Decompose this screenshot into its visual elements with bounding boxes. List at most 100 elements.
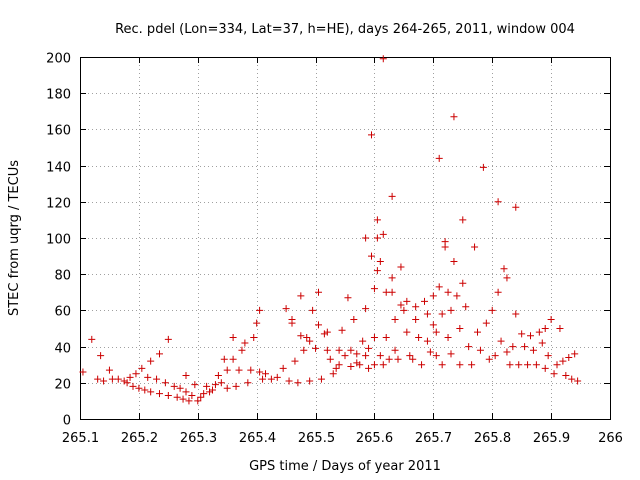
data-point (138, 364, 146, 372)
data-point (544, 352, 552, 360)
data-point (488, 306, 496, 314)
data-point (288, 319, 296, 327)
data-point (388, 288, 396, 296)
data-point (267, 375, 275, 383)
data-point (397, 263, 405, 271)
data-point (285, 377, 293, 385)
data-point (347, 346, 355, 354)
data-point (412, 303, 420, 311)
data-point (465, 343, 473, 351)
x-tick-label: 265.4 (239, 431, 276, 446)
data-point (365, 364, 373, 372)
data-point (220, 355, 228, 363)
data-point (362, 234, 370, 242)
data-point (382, 288, 390, 296)
grid-lines (80, 57, 610, 419)
data-point (379, 55, 387, 63)
data-point (459, 216, 467, 224)
data-point (550, 370, 558, 378)
data-point (214, 372, 222, 380)
data-point (114, 375, 122, 383)
data-point (144, 373, 152, 381)
x-axis-title: GPS time / Days of year 2011 (249, 459, 441, 474)
data-point (97, 352, 105, 360)
data-point (353, 359, 361, 367)
data-point (323, 328, 331, 336)
data-point (482, 319, 490, 327)
data-point (126, 373, 134, 381)
data-point (400, 306, 408, 314)
y-tick-label: 0 (63, 414, 71, 429)
data-point (362, 305, 370, 313)
data-point (547, 315, 555, 323)
data-point (100, 377, 108, 385)
data-point (135, 384, 143, 392)
data-point (447, 306, 455, 314)
data-point (232, 382, 240, 390)
data-point (206, 388, 214, 396)
data-point (182, 372, 190, 380)
data-point (156, 350, 163, 358)
data-point (456, 325, 464, 332)
data-point (164, 391, 172, 399)
data-point (191, 381, 199, 389)
data-point (164, 335, 172, 343)
data-point (438, 361, 446, 369)
data-point (370, 285, 378, 293)
data-point (244, 379, 252, 387)
x-tick-label: 265.1 (62, 431, 99, 446)
data-point (282, 305, 290, 313)
data-point (170, 382, 178, 390)
data-point (188, 391, 196, 399)
data-point (385, 355, 393, 363)
data-point (391, 346, 399, 354)
data-point (435, 283, 443, 291)
data-point (379, 361, 387, 369)
data-point (382, 334, 390, 342)
data-point (515, 361, 523, 369)
plot-frame (80, 57, 611, 420)
data-point (538, 339, 546, 347)
data-point (403, 297, 411, 305)
y-tick-label: 20 (54, 378, 71, 393)
x-tick-label: 265.7 (415, 431, 452, 446)
data-point (462, 303, 470, 311)
y-tick-label: 120 (46, 197, 71, 212)
data-point (476, 346, 484, 354)
data-point (223, 384, 231, 392)
data-point (350, 315, 358, 323)
data-point (256, 306, 264, 314)
data-point (503, 274, 511, 282)
data-point (129, 382, 137, 390)
data-point (524, 361, 532, 369)
data-point (568, 375, 576, 383)
data-point (203, 382, 211, 390)
data-point (217, 379, 225, 387)
data-point (559, 357, 567, 365)
data-point (332, 364, 340, 372)
data-point (362, 352, 370, 360)
data-point (468, 361, 476, 369)
data-point (532, 361, 540, 369)
data-point (353, 350, 361, 358)
data-point (368, 131, 375, 139)
data-point (429, 321, 437, 329)
data-point (341, 352, 349, 360)
y-tick-label: 100 (46, 233, 71, 248)
data-point (423, 310, 431, 318)
data-point (303, 334, 311, 342)
data-point (394, 355, 402, 363)
data-point (535, 328, 543, 336)
data-point (421, 297, 428, 305)
data-point (262, 370, 269, 378)
data-point (200, 390, 208, 398)
data-point (256, 368, 264, 376)
data-point (344, 294, 352, 302)
data-point (541, 364, 549, 372)
data-point (450, 258, 458, 266)
data-point (105, 366, 113, 374)
data-point (444, 334, 452, 342)
data-point (123, 379, 131, 387)
data-point (356, 361, 364, 369)
